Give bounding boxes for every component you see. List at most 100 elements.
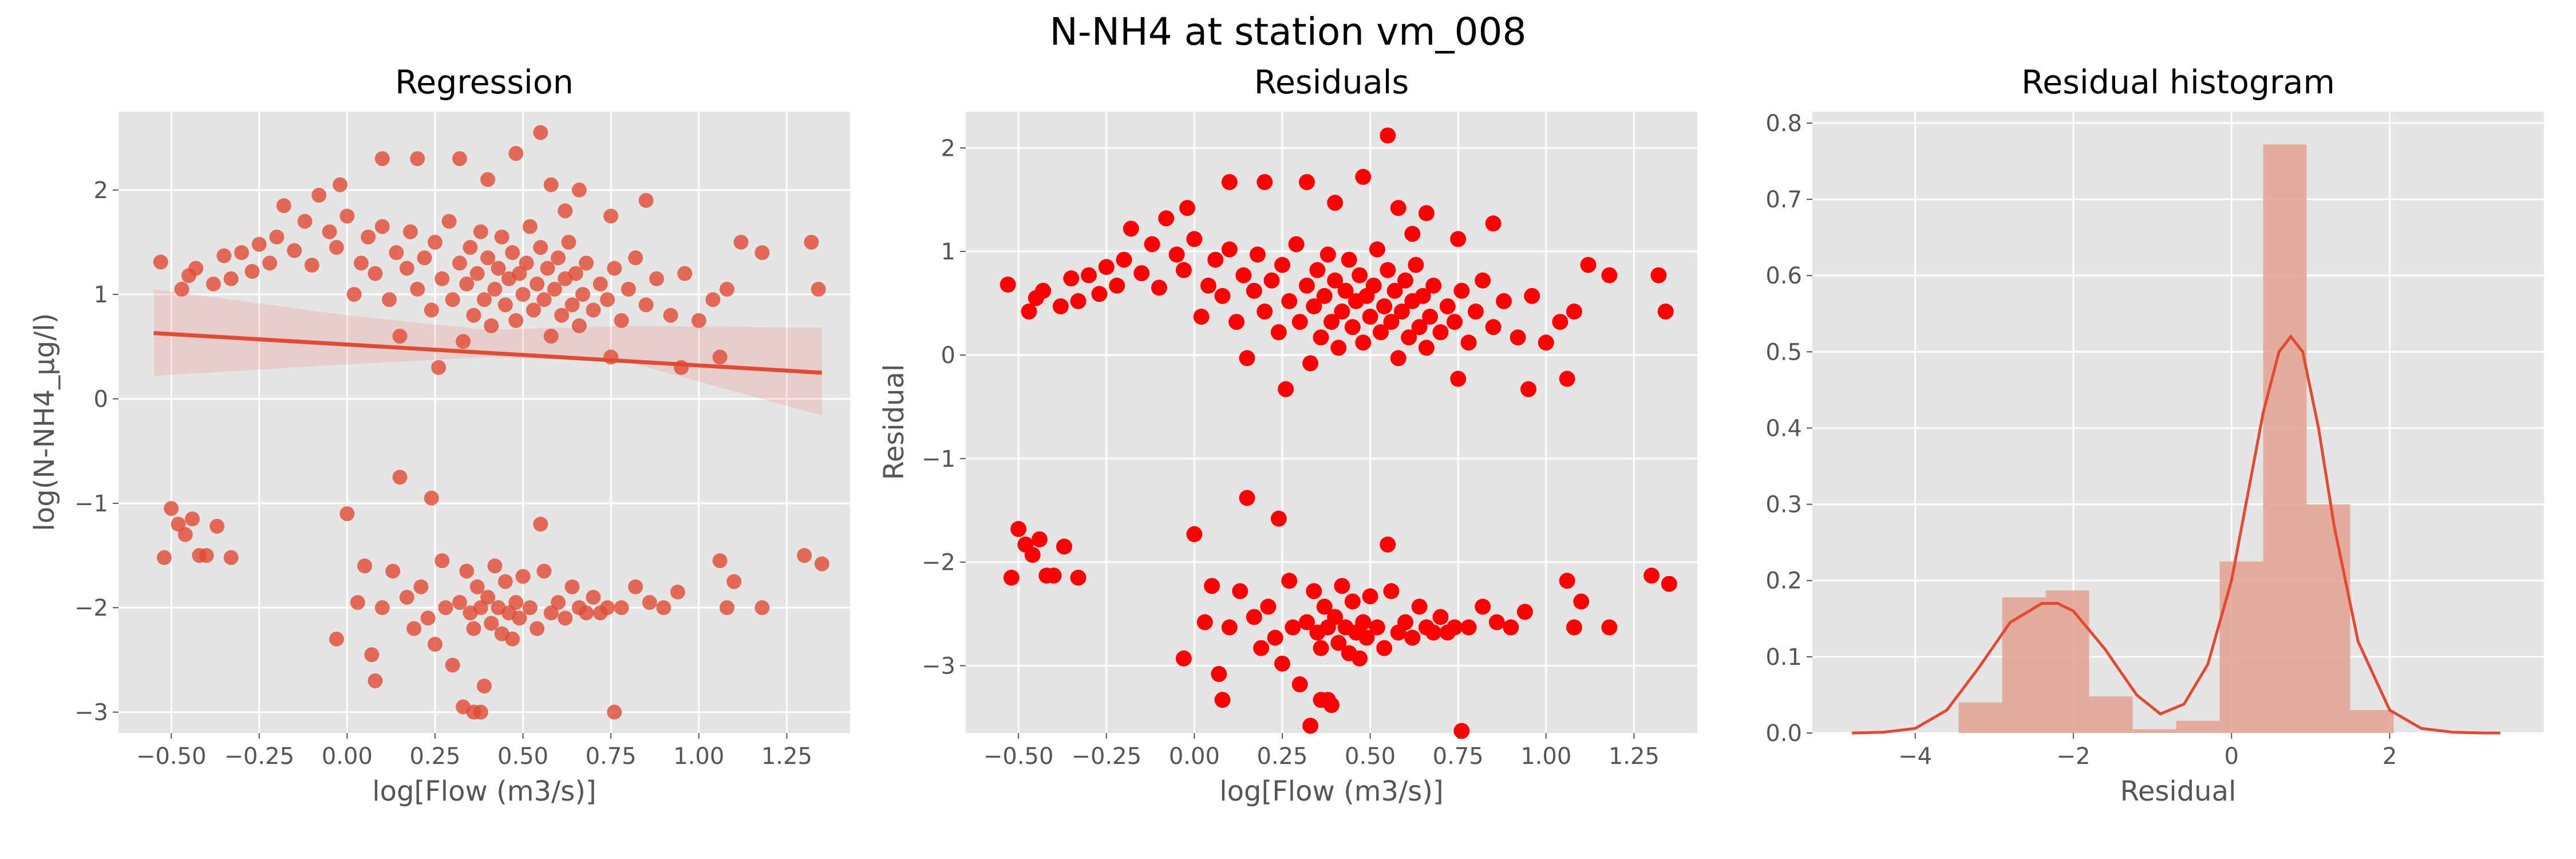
data-point [1235,267,1252,283]
data-point [515,287,531,302]
data-point [484,616,499,631]
data-point [466,621,481,636]
data-point [445,292,460,308]
data-point [551,595,566,610]
data-point [223,550,239,565]
data-point [536,564,552,579]
data-point [216,248,232,263]
data-point [1408,257,1424,273]
data-point [677,266,693,281]
regression-x-ticks: −0.50 −0.25 0.00 0.25 0.50 0.75 1.00 1.25 [136,733,812,770]
data-point [382,292,397,308]
data-point [1151,279,1167,296]
data-point [368,673,383,688]
histogram-y-tick-label: 0.1 [1765,644,1802,671]
data-point [614,600,629,616]
data-point [491,261,506,276]
data-point [484,318,499,333]
data-point [575,287,591,302]
data-point [1344,319,1361,336]
data-point [1453,282,1470,299]
data-point [339,506,355,522]
data-point [1193,309,1210,325]
histogram-bar [2263,144,2307,734]
data-point [797,548,812,563]
data-point [1214,287,1231,304]
data-point [410,151,425,167]
data-point [185,511,200,527]
data-point [1390,350,1406,367]
data-point [1257,174,1273,190]
regression-points [153,125,829,720]
data-point [244,264,260,279]
data-point [392,470,408,485]
data-point [434,271,450,286]
residuals-y-tick-label: 0 [941,342,955,369]
data-point [1211,665,1227,682]
data-point [1369,619,1385,636]
data-point [1485,215,1502,232]
data-point [1337,282,1354,299]
data-point [1281,293,1298,309]
data-point [564,579,580,594]
data-point [1344,593,1361,610]
data-point [1355,334,1372,351]
data-point [406,621,422,636]
data-point [547,282,562,297]
histogram-x-tick-label: −2 [2056,743,2090,770]
data-point [1158,210,1175,227]
data-point [1024,546,1041,563]
regression-y-tick-label: 1 [94,282,108,308]
data-point [1475,272,1491,289]
data-point [1650,267,1667,283]
data-point [164,501,179,516]
data-point [568,266,583,281]
data-point [522,219,538,234]
data-point [600,292,615,308]
data-point [1302,355,1319,372]
histogram-bar [2176,720,2220,733]
regression-x-tick-label: 1.25 [761,743,812,770]
data-point [1376,298,1393,314]
data-point [480,589,496,605]
data-point [1306,583,1322,600]
data-point [1253,640,1270,656]
data-point [1239,350,1255,367]
data-point [174,282,189,297]
regression-x-tick-label: 1.00 [673,743,724,770]
data-point [1447,314,1463,330]
residuals-y-tick-label: −3 [922,653,955,679]
data-point [1380,262,1396,278]
data-point [402,224,418,239]
data-point [586,589,601,605]
data-point [522,600,538,616]
residuals-x-tick-label: 1.00 [1520,743,1571,770]
data-point [1081,267,1097,283]
data-point [1516,604,1533,620]
data-point [420,610,436,626]
data-point [586,302,601,318]
data-point [533,517,548,532]
data-point [427,637,442,652]
data-point [1386,282,1403,299]
data-point [726,574,742,589]
histogram-bar [2045,590,2089,733]
data-point [1475,598,1491,615]
histogram-x-label: Residual [2120,775,2237,807]
residuals-x-tick-label: −0.50 [983,743,1054,770]
data-point [441,214,457,229]
data-point [614,313,629,328]
data-point [424,490,439,506]
data-point [1056,538,1073,555]
data-point [1207,251,1224,268]
data-point [691,313,706,328]
data-point [1439,298,1456,314]
data-point [1334,304,1350,320]
data-point [712,553,728,569]
histogram-y-tick-label: 0.2 [1765,568,1802,594]
data-point [1355,614,1372,631]
data-point [1352,650,1368,667]
data-point [1186,231,1203,247]
data-point [508,145,524,161]
data-point [1362,309,1378,325]
